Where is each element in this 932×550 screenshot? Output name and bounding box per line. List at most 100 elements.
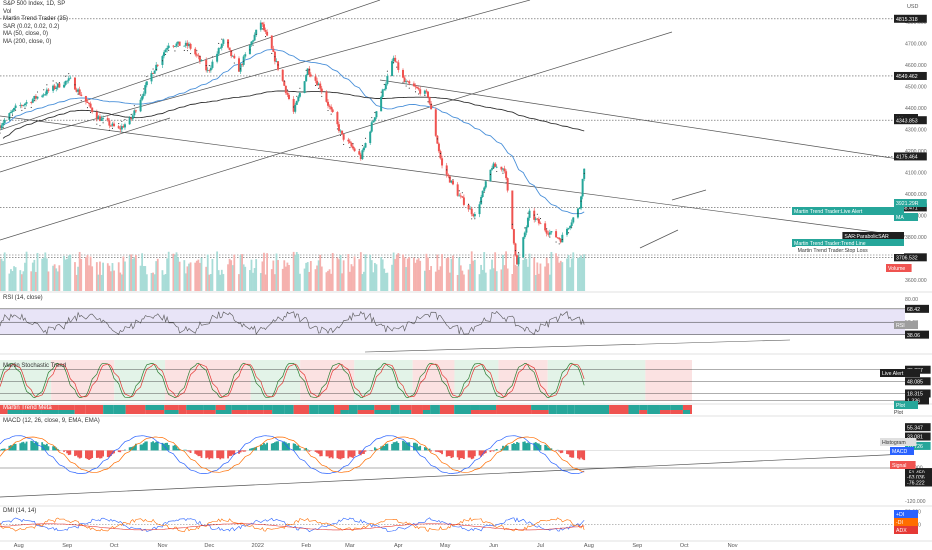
legend-martin-trend-trader[interactable]: Martin Trend Trader (35) [3, 16, 69, 23]
sar-dot [77, 93, 79, 95]
sar-dot [36, 91, 39, 93]
trend-meta-segment [531, 405, 549, 410]
time-axis-label: Oct [680, 543, 689, 549]
volume-bar [470, 251, 473, 291]
macd-hist-bar [20, 442, 23, 451]
sar-dot [255, 33, 257, 36]
macd-hist-bar [178, 449, 181, 451]
candle-body [451, 180, 454, 185]
volume-bar [364, 254, 367, 291]
candle-body [406, 81, 409, 83]
volume-bar [448, 272, 451, 291]
sar-dot [424, 94, 426, 96]
price-tag-bg [894, 152, 927, 161]
candle-body [230, 50, 233, 57]
volume-bar [473, 259, 476, 291]
volume-bar [361, 274, 364, 291]
macd-hist-bar [111, 450, 114, 455]
volume-bar [484, 272, 487, 291]
macd-hist-bar [428, 448, 431, 451]
legend-volume[interactable]: Vol [3, 8, 12, 15]
macd-hist-bar [317, 450, 320, 454]
candle-body [361, 150, 364, 160]
volume-bar [33, 259, 36, 291]
sar-dot [305, 69, 307, 71]
volume-bar [527, 266, 529, 291]
volume-bar [353, 256, 356, 291]
sar-dot [99, 125, 101, 127]
macd-hist-bar [305, 447, 308, 451]
volume-bar [413, 257, 415, 291]
stoch-pane-title[interactable]: Martin Stochastic Trend [3, 363, 67, 369]
symbol-title[interactable]: S&P 500 Index, 1D, SP [3, 1, 66, 7]
volume-bar [456, 274, 459, 291]
sar-dot [108, 129, 110, 131]
macd-hist-bar [458, 450, 461, 460]
volume-bar [525, 258, 528, 291]
candle-body [534, 218, 537, 220]
sar-dot [161, 60, 163, 62]
trend-meta-pane-title[interactable]: Martin Trend Meta [3, 405, 52, 411]
candle-body [459, 195, 462, 197]
macd-hist-bar [113, 450, 115, 454]
macd-pane-title[interactable]: MACD (12, 26, close, 9, EMA, EMA) [3, 418, 100, 424]
macd-hist-bar [339, 450, 342, 460]
candle-body [414, 86, 417, 88]
trend-meta-segment [58, 405, 75, 410]
volume-bar [436, 254, 439, 291]
macd-hist-bar [469, 450, 472, 458]
candle-body [227, 39, 230, 48]
time-axis-label: Nov [157, 543, 167, 549]
trend-meta-segment [430, 405, 440, 410]
macd-line [0, 435, 585, 474]
legend-ma200[interactable]: MA (200, close, 0) [3, 38, 52, 45]
volume-bar [111, 263, 114, 291]
trend-meta-segment [215, 410, 226, 414]
series-tag-bg [795, 246, 904, 254]
time-axis-label: Apr [394, 543, 403, 549]
volume-bar [438, 269, 440, 291]
dmi-pane-title[interactable]: DMI (14, 14) [3, 508, 37, 514]
price-tick-label: 4800.000 [905, 20, 927, 26]
macd-hist-bar [555, 450, 557, 452]
legend-sar[interactable]: SAR (0.02, 0.02, 0.2) [3, 23, 60, 30]
candle-body [133, 110, 136, 116]
trend-meta-segment [639, 410, 648, 414]
candle-body [439, 151, 442, 159]
volume-bar [113, 270, 115, 291]
volume-bar [19, 270, 22, 291]
volume-bar [372, 272, 375, 291]
price-tag-bg [894, 203, 927, 212]
macd-hist-bar [58, 450, 61, 452]
sar-dot [299, 87, 301, 89]
volume-bar [505, 251, 507, 291]
trend-meta-segment [682, 410, 691, 414]
volume-bar [342, 260, 345, 291]
volume-bar [263, 252, 265, 291]
series-tag: SAR:ParabolicSAR [844, 234, 889, 240]
macd-hist-bar [570, 450, 573, 458]
macd-hist-bar [512, 443, 515, 451]
rsi-tag-bg [905, 330, 929, 339]
macd-hist-bar [78, 450, 81, 459]
sar-dot [274, 56, 276, 58]
volume-bar [261, 261, 264, 291]
time-axis-label: Mar [345, 543, 355, 549]
candle-body [523, 232, 526, 238]
trend-meta-segment [231, 405, 248, 410]
macd-hist-bar [427, 449, 429, 451]
volume-bar [539, 263, 542, 291]
candle-body [381, 89, 384, 97]
legend-ma50[interactable]: MA (50, close, 0) [3, 31, 49, 38]
trend-meta-segment [470, 410, 480, 414]
candle-body [441, 158, 444, 166]
candle-body [286, 92, 289, 95]
sar-dot [177, 45, 179, 47]
macd-hist-bar [402, 440, 404, 451]
candle-body [206, 70, 209, 71]
rsi-pane-title[interactable]: RSI (14, close) [3, 295, 43, 301]
volume-bar [145, 274, 148, 291]
volume-bar [139, 265, 142, 291]
macd-hist-bar [0, 450, 1, 452]
